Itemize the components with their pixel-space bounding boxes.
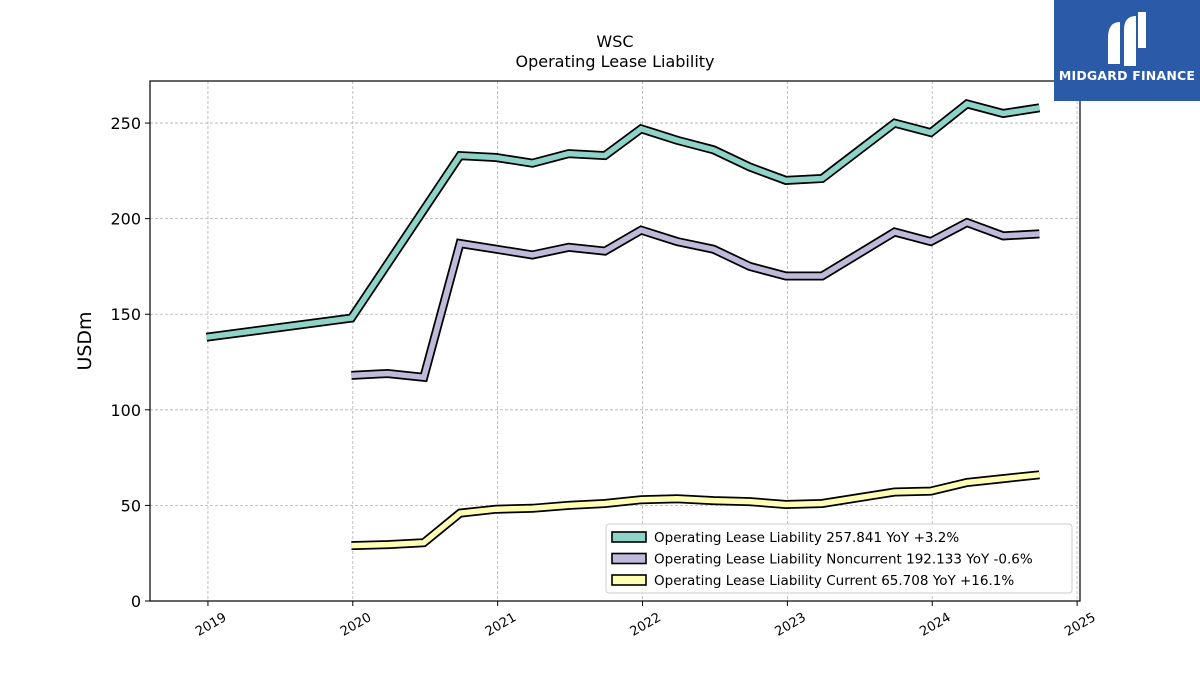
grid	[150, 81, 1080, 601]
legend-label-2: Operating Lease Liability Current 65.708…	[654, 573, 1014, 589]
logo-mark-icon	[1108, 12, 1146, 66]
x-tick-label: 2025	[1062, 610, 1098, 640]
legend-label-1: Operating Lease Liability Noncurrent 192…	[654, 552, 1033, 568]
x-tick-label: 2023	[773, 610, 809, 640]
series-line-2	[351, 472, 1040, 549]
series-line-1	[351, 219, 1040, 381]
legend-box	[605, 523, 1073, 594]
y-tick-label: 50	[121, 496, 141, 515]
legend-swatch-0	[611, 531, 647, 543]
x-tick-label: 2019	[193, 610, 229, 640]
y-tick-label: 0	[131, 592, 141, 611]
plot-frame	[149, 80, 1081, 602]
y-tick-label: 200	[110, 210, 141, 229]
legend-label-0: Operating Lease Liability 257.841 YoY +3…	[654, 530, 959, 546]
y-tick-label: 150	[110, 305, 141, 324]
y-axis: 0 50 100 150 200 250	[110, 114, 150, 611]
y-axis-label: USDm	[74, 311, 96, 370]
logo-text: MIDGARD FINANCE	[1058, 68, 1196, 83]
legend: Operating Lease Liability 257.841 YoY +3…	[605, 523, 1073, 594]
legend-swatch-2	[611, 574, 647, 586]
series-layer	[205, 98, 1041, 551]
midgard-finance-logo: MIDGARD FINANCE	[1054, 0, 1200, 101]
x-axis: 2019 2020 2021 2022 2023 2024 2025	[193, 601, 1098, 640]
y-tick-label: 100	[110, 401, 141, 420]
series-line-0	[206, 100, 1040, 340]
y-tick-label: 250	[110, 114, 141, 133]
legend-swatch-1	[611, 552, 647, 565]
x-tick-label: 2020	[338, 610, 374, 640]
x-tick-label: 2021	[483, 610, 519, 640]
chart-subtitle: Operating Lease Liability	[515, 52, 714, 71]
x-tick-label: 2024	[917, 610, 953, 640]
chart-title: WSC	[596, 32, 633, 51]
x-tick-label: 2022	[628, 610, 664, 640]
